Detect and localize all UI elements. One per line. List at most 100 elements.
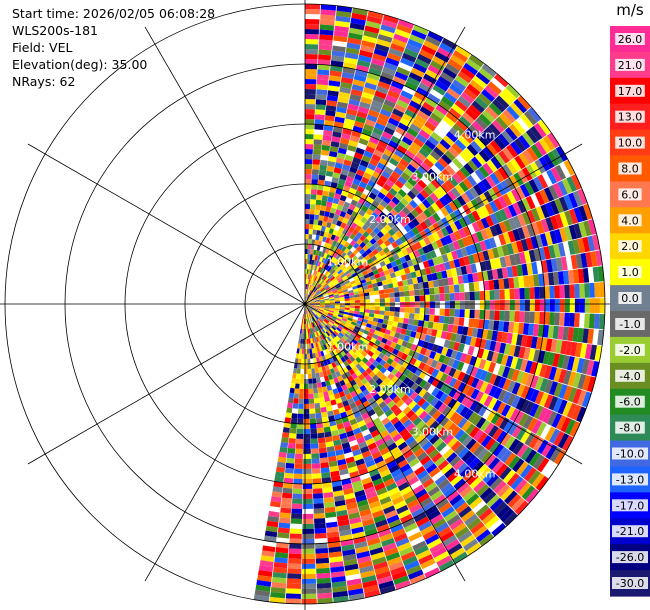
velocity-gate	[373, 405, 382, 413]
velocity-gate	[373, 207, 382, 216]
velocity-gate	[422, 245, 430, 254]
velocity-gate	[506, 332, 513, 344]
velocity-gate	[409, 34, 425, 45]
velocity-gate	[406, 259, 414, 267]
velocity-gate	[444, 179, 455, 190]
velocity-gate	[385, 551, 401, 562]
velocity-gate	[562, 326, 569, 341]
velocity-gate	[537, 457, 550, 473]
velocity-gate	[444, 261, 451, 271]
velocity-gate	[362, 231, 370, 238]
velocity-gate	[372, 248, 379, 256]
velocity-gate	[343, 354, 350, 361]
velocity-gate	[419, 301, 425, 308]
velocity-gate	[471, 232, 480, 244]
velocity-gate	[409, 301, 415, 308]
velocity-gate	[417, 397, 426, 407]
velocity-gate	[363, 200, 372, 209]
velocity-gate	[471, 156, 483, 169]
velocity-gate	[359, 275, 365, 281]
velocity-gate	[287, 568, 302, 574]
velocity-gate	[314, 301, 320, 303]
velocity-gate	[435, 330, 443, 338]
velocity-gate	[390, 112, 402, 123]
velocity-gate	[320, 361, 325, 367]
velocity-gate	[489, 172, 501, 186]
velocity-gate	[344, 307, 350, 311]
velocity-gate	[327, 374, 334, 381]
azimuth-line-150	[304, 303, 466, 582]
velocity-gate	[462, 274, 469, 284]
velocity-gate	[325, 237, 331, 244]
velocity-gate	[382, 385, 391, 393]
velocity-gate	[437, 157, 449, 169]
velocity-gate	[326, 243, 332, 250]
velocity-gate	[370, 347, 377, 354]
velocity-gate	[529, 299, 535, 312]
velocity-gate	[466, 144, 479, 157]
velocity-gate	[374, 385, 383, 394]
velocity-gate	[399, 218, 408, 227]
velocity-gate	[517, 169, 529, 184]
velocity-gate	[369, 62, 384, 72]
velocity-gate	[548, 366, 558, 381]
velocity-gate	[321, 257, 326, 264]
velocity-gate	[525, 237, 534, 251]
velocity-gate	[306, 318, 308, 324]
velocity-gate	[509, 408, 520, 422]
velocity-gate	[544, 231, 553, 246]
velocity-gate	[274, 557, 288, 564]
velocity-gate	[326, 526, 339, 533]
velocity-gate	[394, 379, 403, 388]
velocity-gate	[342, 164, 351, 172]
velocity-gate	[299, 333, 302, 339]
velocity-gate	[319, 304, 325, 306]
velocity-gate	[474, 291, 480, 301]
velocity-gate	[390, 375, 399, 384]
velocity-gate	[531, 473, 545, 488]
velocity-gate	[502, 193, 513, 207]
velocity-gate	[314, 367, 319, 374]
velocity-gate	[419, 49, 434, 60]
velocity-gate	[314, 397, 320, 404]
velocity-gate	[537, 350, 546, 364]
velocity-gate	[584, 298, 590, 313]
velocity-gate	[544, 299, 550, 312]
velocity-gate	[310, 343, 314, 349]
velocity-gate	[352, 427, 362, 435]
velocity-gate	[319, 286, 324, 291]
velocity-gate	[434, 400, 444, 410]
velocity-gate	[514, 311, 520, 323]
velocity-gate	[309, 305, 315, 308]
velocity-gate	[381, 500, 394, 510]
velocity-gate	[305, 64, 318, 70]
velocity-gate	[408, 71, 423, 83]
velocity-gate	[512, 458, 525, 473]
velocity-gate	[382, 14, 399, 24]
velocity-gate	[398, 365, 407, 374]
velocity-gate	[451, 250, 459, 260]
velocity-gate	[315, 352, 319, 358]
velocity-gate	[427, 538, 442, 550]
velocity-gate	[334, 301, 340, 304]
velocity-gate	[562, 355, 570, 370]
velocity-gate	[396, 338, 404, 346]
velocity-gate	[508, 438, 520, 453]
velocity-gate	[531, 419, 543, 434]
velocity-gate	[509, 288, 515, 300]
velocity-gate	[303, 328, 305, 334]
velocity-gate	[315, 417, 323, 424]
velocity-gate	[320, 406, 327, 413]
velocity-gate	[505, 84, 521, 99]
velocity-gate	[581, 359, 590, 375]
velocity-gate	[325, 206, 332, 213]
velocity-gate	[319, 299, 325, 302]
velocity-gate	[300, 373, 305, 379]
velocity-gate	[358, 227, 366, 235]
velocity-gate	[328, 295, 335, 299]
velocity-gate	[328, 363, 334, 370]
velocity-gate	[332, 356, 338, 362]
velocity-gate	[315, 407, 322, 414]
velocity-gate	[313, 316, 317, 321]
velocity-gate	[288, 553, 302, 559]
